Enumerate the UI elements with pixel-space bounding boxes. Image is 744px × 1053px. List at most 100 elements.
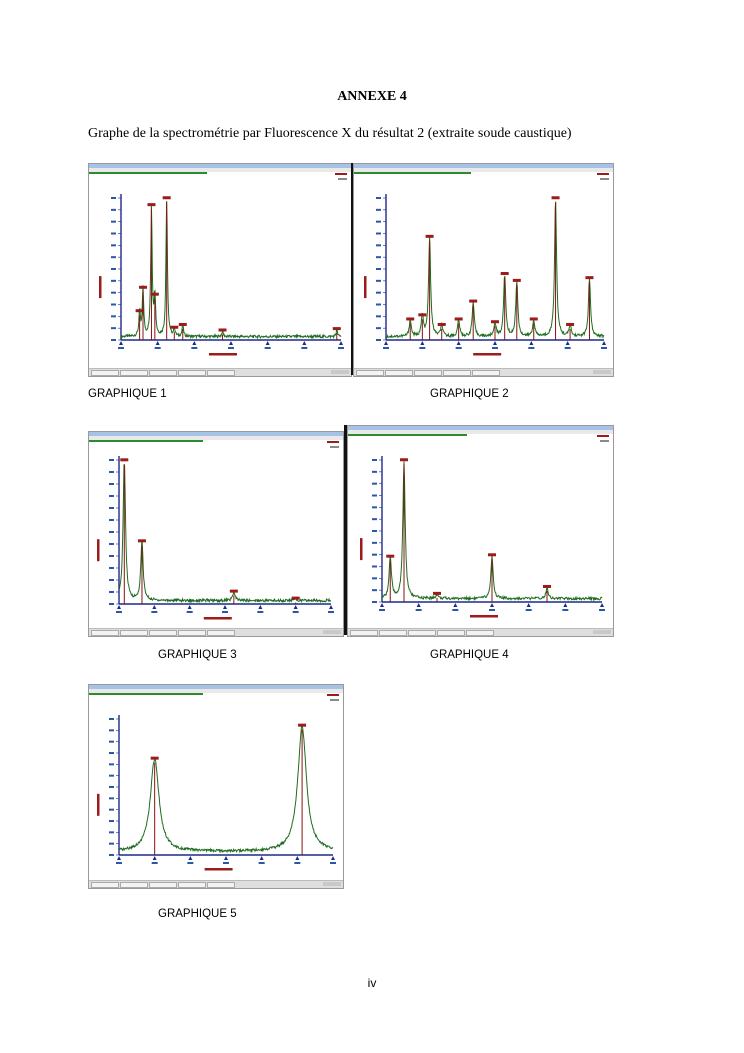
y-tick-label (372, 470, 377, 473)
window-menubar (348, 430, 613, 434)
window-status-tag (600, 440, 609, 442)
window-titlebar (348, 426, 613, 430)
spectrum-line (385, 201, 605, 339)
x-tick (331, 856, 335, 860)
y-tick-label (109, 531, 114, 533)
y-tick-label (376, 244, 381, 247)
window-titlebar (89, 432, 343, 436)
window-menubar (89, 689, 343, 693)
window-status-tag (327, 441, 339, 443)
x-tick-label (223, 862, 229, 864)
x-tick-label (191, 347, 198, 349)
x-tick (152, 856, 157, 860)
peak-label (551, 196, 560, 200)
annex-heading: ANNEXE 4 (337, 89, 407, 104)
x-tick (229, 341, 233, 345)
x-tick (258, 605, 263, 609)
window-status-tag (330, 699, 339, 701)
peak-label (543, 584, 551, 588)
y-tick-label (111, 232, 116, 235)
x-tick (295, 856, 300, 860)
y-tick-label (372, 459, 377, 461)
x-tick (117, 856, 121, 860)
x-tick (117, 605, 121, 609)
x-tick-label (564, 347, 571, 349)
y-tick-label (109, 543, 114, 545)
peak-label (120, 458, 129, 462)
y-tick-label (111, 256, 116, 259)
x-tick (224, 856, 228, 860)
x-tick (526, 603, 531, 607)
peak-label (386, 554, 395, 558)
window-status-tag (600, 178, 609, 180)
y-tick-label (109, 831, 114, 834)
spectrum-chart-5 (97, 715, 336, 871)
y-tick-label (111, 268, 116, 270)
x-tick-label (116, 862, 122, 864)
spectrum-screenshot-3 (88, 431, 344, 637)
window-taskbar (89, 880, 343, 888)
x-axis-title (203, 617, 232, 620)
x-tick-label (525, 609, 532, 611)
y-tick-label (111, 220, 116, 223)
peak-label (469, 299, 478, 303)
spectrum-line (118, 724, 334, 854)
document-subtitle: Graphe de la spectrométrie par Fluoresce… (88, 126, 572, 141)
y-tick-label (109, 471, 114, 473)
x-tick (490, 603, 494, 607)
spectrum-screenshot-5 (88, 684, 344, 889)
x-tick-label (492, 347, 498, 349)
peak-label (135, 309, 144, 313)
x-tick-label (452, 609, 459, 611)
y-tick-label (109, 507, 114, 509)
page-number: iv (367, 976, 377, 990)
y-tick-label (111, 315, 116, 318)
x-tick-label (187, 862, 194, 864)
y-tick-label (372, 530, 377, 532)
x-tick (456, 341, 461, 345)
peak-label (150, 292, 159, 296)
window-menubar (89, 436, 343, 440)
y-tick-label (376, 220, 381, 223)
y-tick-label (376, 232, 381, 235)
y-tick-label (109, 591, 114, 593)
window-taskbar (89, 368, 351, 376)
spectrum-line (120, 201, 342, 340)
x-tick (152, 605, 157, 609)
x-axis-title (473, 353, 502, 356)
x-tick-label (528, 347, 535, 349)
x-axis-title (204, 868, 233, 871)
window-status-tag (597, 435, 609, 437)
x-tick-label (328, 611, 334, 613)
x-tick-label (562, 609, 569, 611)
y-tick-label (372, 494, 377, 497)
y-axis-title (364, 276, 367, 299)
y-tick-label (109, 820, 114, 822)
x-tick-label (257, 611, 264, 613)
y-tick-label (376, 303, 381, 306)
x-tick (493, 341, 497, 345)
y-axis-title (99, 276, 102, 299)
y-tick-label (109, 774, 114, 777)
column-divider (344, 425, 347, 635)
peak-label (512, 278, 521, 282)
x-tick (223, 605, 227, 609)
peak-label (566, 322, 575, 326)
x-tick-label (330, 862, 336, 864)
peak-label (137, 539, 146, 543)
y-tick-label (376, 197, 381, 199)
x-tick (302, 341, 307, 345)
y-tick-label (372, 601, 377, 603)
x-tick (155, 341, 160, 345)
x-tick-label (258, 862, 265, 864)
window-titlebar (354, 164, 613, 168)
peak-label (454, 317, 463, 321)
spectrum-chart-2 (364, 194, 607, 356)
x-tick-label (601, 347, 607, 349)
y-tick-label (109, 555, 114, 557)
peak-label (400, 458, 408, 462)
x-tick (187, 605, 192, 609)
peak-label (178, 322, 187, 326)
x-tick (529, 341, 534, 345)
peak-label (170, 325, 179, 329)
